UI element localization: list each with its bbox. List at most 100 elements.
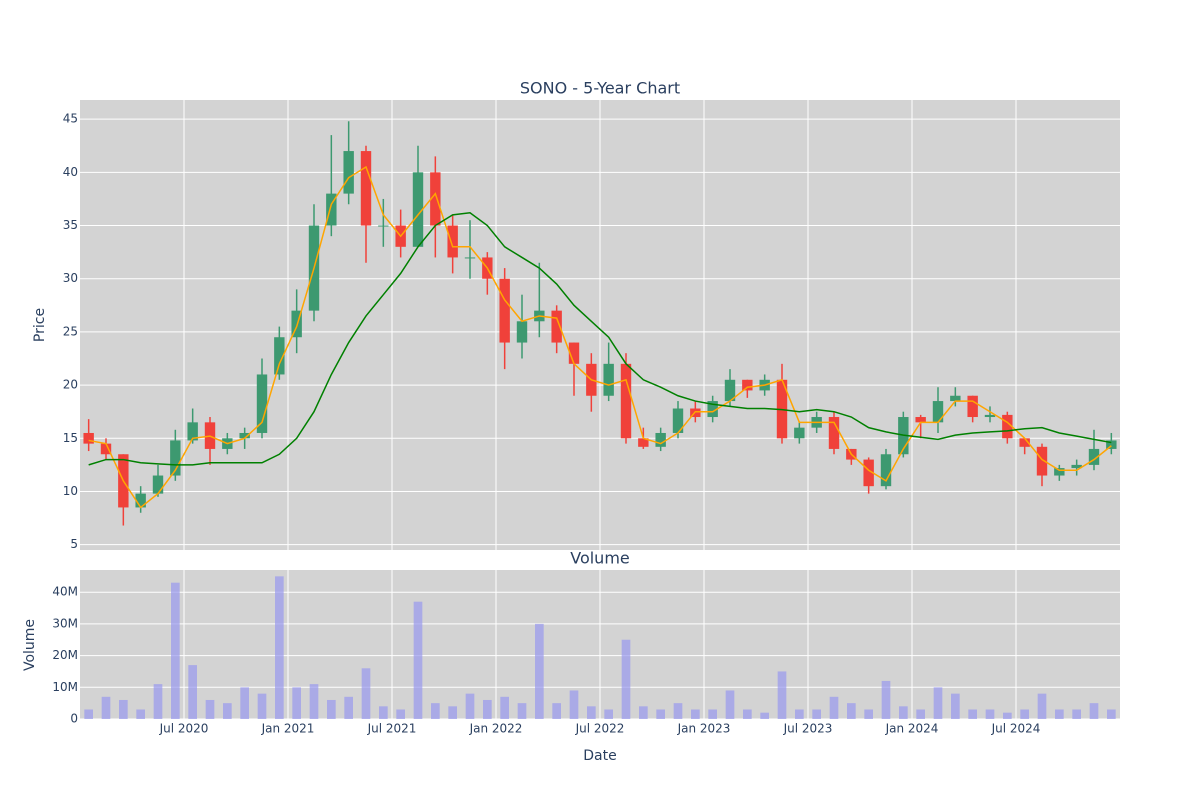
candle-body — [135, 493, 146, 508]
candle-body — [464, 257, 476, 259]
candle-body — [984, 414, 996, 418]
y-tick-label: 20 — [63, 378, 78, 392]
candle-body — [655, 432, 666, 447]
volume-bar — [691, 709, 700, 719]
x-tick-label: Jul 2021 — [367, 722, 417, 736]
volume-bar — [379, 706, 388, 719]
x-tick-label: Jan 2021 — [261, 722, 315, 736]
volume-bar — [1020, 709, 1029, 719]
candle-body — [915, 417, 926, 423]
candle-body — [239, 432, 250, 439]
volume-bar — [621, 639, 631, 719]
candle-body — [1106, 440, 1117, 449]
volume-bar — [881, 680, 891, 719]
candle-body — [742, 379, 753, 391]
volume-bar — [1037, 693, 1047, 719]
volume-bar — [84, 709, 93, 719]
volume-bar — [777, 671, 787, 719]
volume-bar — [1107, 709, 1116, 719]
volume-bar — [292, 687, 301, 719]
volume-bar — [933, 687, 943, 719]
candle-body — [378, 225, 389, 227]
y-axis-title: Volume — [22, 619, 38, 671]
candle-body — [828, 417, 840, 449]
y-tick-label: 15 — [63, 431, 78, 445]
candle-body — [1054, 468, 1065, 476]
volume-bar — [673, 703, 683, 719]
volume-bar — [604, 709, 613, 719]
y-tick-label: 35 — [63, 218, 78, 232]
volume-bar — [205, 699, 215, 719]
candle-body — [499, 278, 510, 343]
moving-average-line — [88, 211, 1112, 466]
volume-bar — [327, 699, 336, 719]
volume-bar — [535, 623, 544, 719]
volume-bar — [344, 696, 353, 719]
volume-bar — [968, 709, 977, 719]
y-axis-title: Price — [32, 308, 48, 342]
volume-bar — [136, 709, 145, 719]
volume-bar — [639, 706, 648, 719]
volume-bar — [101, 696, 111, 719]
volume-bar — [864, 709, 873, 719]
candle-body — [274, 337, 285, 375]
candle-body — [326, 193, 337, 226]
candle-body — [100, 443, 112, 455]
volume-bar — [119, 699, 128, 719]
volume-bar — [1089, 703, 1099, 719]
volume-bar — [760, 712, 769, 719]
volume-bar — [275, 576, 284, 719]
candle-body — [256, 374, 268, 433]
volume-bar — [847, 703, 856, 719]
volume-bar — [240, 687, 249, 719]
candle-body — [672, 408, 684, 433]
volume-bar — [812, 709, 821, 719]
candle-body — [187, 422, 198, 441]
volume-bar — [552, 703, 561, 719]
x-tick-label: Jul 2024 — [991, 722, 1041, 736]
y-tick-label: 25 — [63, 324, 78, 338]
x-tick-label: Jul 2020 — [159, 722, 209, 736]
candle-body — [1071, 464, 1082, 469]
y-tick-label: 5 — [70, 537, 78, 551]
volume-bar — [795, 709, 804, 719]
x-axis-title: Date — [583, 748, 616, 764]
volume-bar — [985, 709, 995, 719]
candle-body — [950, 395, 961, 402]
moving-average-line — [88, 165, 1112, 509]
candle-body — [516, 321, 528, 343]
volume-bar — [916, 709, 925, 719]
candle-body — [1002, 414, 1013, 439]
subplot-title: Volume — [570, 549, 630, 568]
volume-bar — [171, 582, 180, 719]
volume-bar — [569, 690, 579, 719]
volume-bar — [1072, 709, 1081, 719]
volume-bar — [587, 706, 596, 719]
candle-body — [291, 310, 302, 338]
candle-body — [620, 363, 632, 439]
volume-bar — [1003, 712, 1012, 719]
candle-body — [152, 475, 164, 494]
y-tick-label: 30 — [63, 271, 78, 285]
volume-bar — [743, 709, 752, 719]
volume-bar — [517, 703, 527, 719]
candle-body — [83, 432, 94, 444]
candle-body — [707, 401, 718, 418]
x-tick-label: Jan 2024 — [885, 722, 939, 736]
candle-body — [794, 427, 805, 439]
volume-bar — [188, 665, 197, 719]
chart-title: SONO - 5-Year Chart — [520, 79, 680, 98]
volume-bar — [708, 709, 717, 719]
candle-body — [1088, 448, 1100, 465]
candle-body — [880, 454, 892, 487]
y-tick-label: 40M — [52, 585, 78, 599]
candle-body — [430, 172, 441, 226]
volume-bar — [951, 693, 960, 719]
candle-body — [343, 151, 354, 194]
volume-bar — [656, 709, 665, 719]
volume-bar — [465, 693, 475, 719]
y-tick-label: 10 — [63, 484, 78, 498]
y-tick-label: 0 — [70, 712, 78, 726]
x-tick-label: Jan 2023 — [677, 722, 731, 736]
y-tick-label: 20M — [52, 648, 78, 662]
